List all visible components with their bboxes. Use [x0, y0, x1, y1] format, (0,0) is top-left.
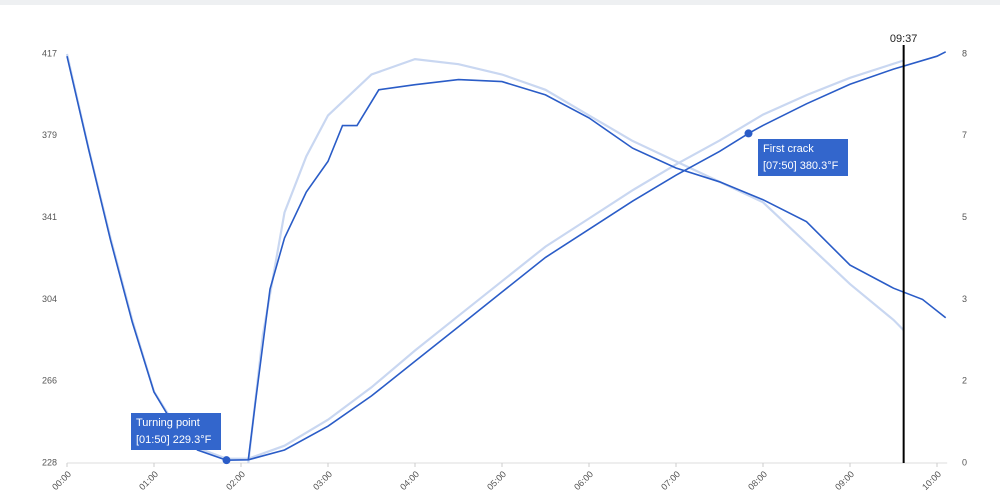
- x-tick-label: 02:00: [224, 469, 247, 492]
- x-tick-label: 03:00: [311, 469, 334, 492]
- annotation-text: [07:50] 380.3°F: [763, 160, 839, 172]
- x-tick-label: 05:00: [485, 469, 508, 492]
- annotation-title: Turning point: [136, 417, 200, 429]
- y2-tick-label: 0: [962, 457, 967, 467]
- y-tick-label: 341: [42, 212, 57, 222]
- x-tick-label: 09:00: [833, 469, 856, 492]
- y2-tick-label: 3: [962, 294, 967, 304]
- x-tick-label: 01:00: [137, 469, 160, 492]
- y2-tick-label: 7: [962, 130, 967, 140]
- annotation-title: First crack: [763, 143, 814, 155]
- annotation-point: [744, 129, 753, 138]
- series-line: [247, 57, 905, 464]
- y-tick-label: 266: [42, 376, 57, 386]
- y-tick-label: 304: [42, 294, 57, 304]
- series-line: [247, 78, 947, 460]
- x-tick-label: 00:00: [50, 469, 73, 492]
- y-tick-label: 379: [42, 130, 57, 140]
- time-marker-label: 09:37: [890, 33, 918, 45]
- annotation-point: [222, 456, 231, 465]
- annotation-text: [01:50] 229.3°F: [136, 434, 212, 446]
- series-line: [66, 51, 947, 462]
- y2-tick-label: 8: [962, 48, 967, 58]
- y2-tick-label: 2: [962, 376, 967, 386]
- annotation-box: [758, 139, 848, 176]
- x-tick-label: 04:00: [398, 469, 421, 492]
- y2-tick-label: 5: [962, 212, 967, 222]
- y-tick-label: 417: [42, 48, 57, 58]
- x-tick-label: 10:00: [920, 469, 943, 492]
- annotation-box: [131, 413, 221, 450]
- x-tick-label: 08:00: [746, 469, 769, 492]
- x-tick-label: 06:00: [572, 469, 595, 492]
- y-tick-label: 228: [42, 457, 57, 467]
- series-line: [65, 53, 904, 460]
- top-band: [0, 0, 1000, 5]
- x-tick-label: 07:00: [659, 469, 682, 492]
